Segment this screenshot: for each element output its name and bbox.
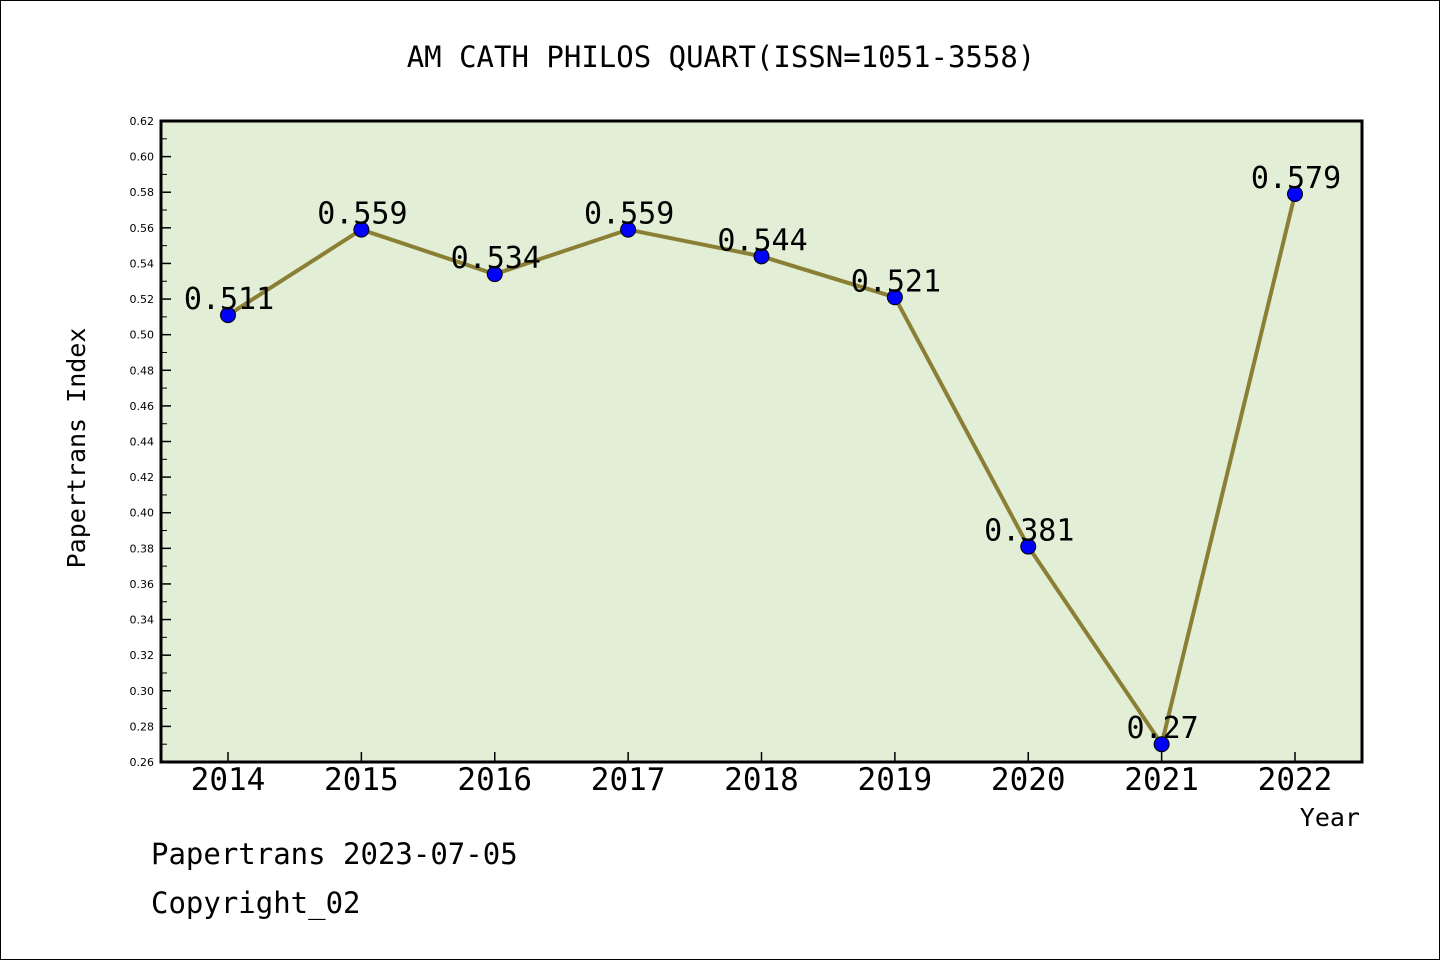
x-axis-label: Year xyxy=(1300,803,1360,832)
data-label: 0.521 xyxy=(851,264,941,299)
data-point xyxy=(620,221,637,238)
x-tick-label: 2015 xyxy=(324,762,399,798)
y-tick-label: 0.36 xyxy=(130,578,155,591)
data-point xyxy=(886,289,903,306)
data-label: 0.579 xyxy=(1251,161,1341,196)
y-tick-label: 0.50 xyxy=(130,329,155,342)
data-point xyxy=(1153,736,1170,753)
footer-copyright: Copyright_02 xyxy=(151,886,361,920)
x-tick-label: 2017 xyxy=(591,762,666,798)
y-axis-label: Papertrans Index xyxy=(62,328,91,569)
footer-date: Papertrans 2023-07-05 xyxy=(151,837,518,871)
data-label: 0.381 xyxy=(984,514,1074,549)
y-tick-label: 0.38 xyxy=(130,542,155,555)
data-label: 0.544 xyxy=(717,223,807,258)
y-tick-label: 0.56 xyxy=(130,222,155,235)
y-tick-label: 0.46 xyxy=(130,400,155,413)
data-label: 0.27 xyxy=(1127,711,1199,746)
y-tick-label: 0.44 xyxy=(130,436,155,449)
y-tick-label: 0.52 xyxy=(130,293,155,306)
y-tick-label: 0.34 xyxy=(130,614,155,627)
x-tick-label: 2021 xyxy=(1124,762,1199,798)
x-tick-label: 2014 xyxy=(191,762,266,798)
data-point xyxy=(1020,538,1037,555)
x-tick-label: 2018 xyxy=(724,762,799,798)
x-tick-label: 2019 xyxy=(858,762,933,798)
y-tick-label: 0.48 xyxy=(130,364,155,377)
plot-border xyxy=(159,119,1364,764)
y-tick-label: 0.40 xyxy=(130,507,155,520)
y-tick-label: 0.62 xyxy=(130,115,155,128)
data-label: 0.511 xyxy=(184,282,274,317)
y-tick-label: 0.54 xyxy=(130,257,155,270)
data-label: 0.559 xyxy=(584,197,674,232)
x-tick-label: 2020 xyxy=(991,762,1066,798)
data-point xyxy=(486,266,503,283)
data-label: 0.559 xyxy=(317,197,407,232)
x-tick-label: 2022 xyxy=(1258,762,1333,798)
y-tick-label: 0.58 xyxy=(130,186,155,199)
y-tick-label: 0.26 xyxy=(130,756,155,769)
chart-title: AM CATH PHILOS QUART(ISSN=1051-3558) xyxy=(407,40,1036,74)
y-tick-label: 0.42 xyxy=(130,471,155,484)
x-tick-label: 2016 xyxy=(457,762,532,798)
data-point xyxy=(753,248,770,265)
data-label: 0.534 xyxy=(451,241,541,276)
data-point xyxy=(1287,186,1303,203)
y-tick-label: 0.30 xyxy=(130,685,155,698)
y-tick-label: 0.32 xyxy=(130,649,155,662)
y-tick-label: 0.60 xyxy=(130,151,155,164)
y-tick-label: 0.28 xyxy=(130,720,155,733)
data-point xyxy=(220,307,236,324)
data-point xyxy=(353,221,370,238)
